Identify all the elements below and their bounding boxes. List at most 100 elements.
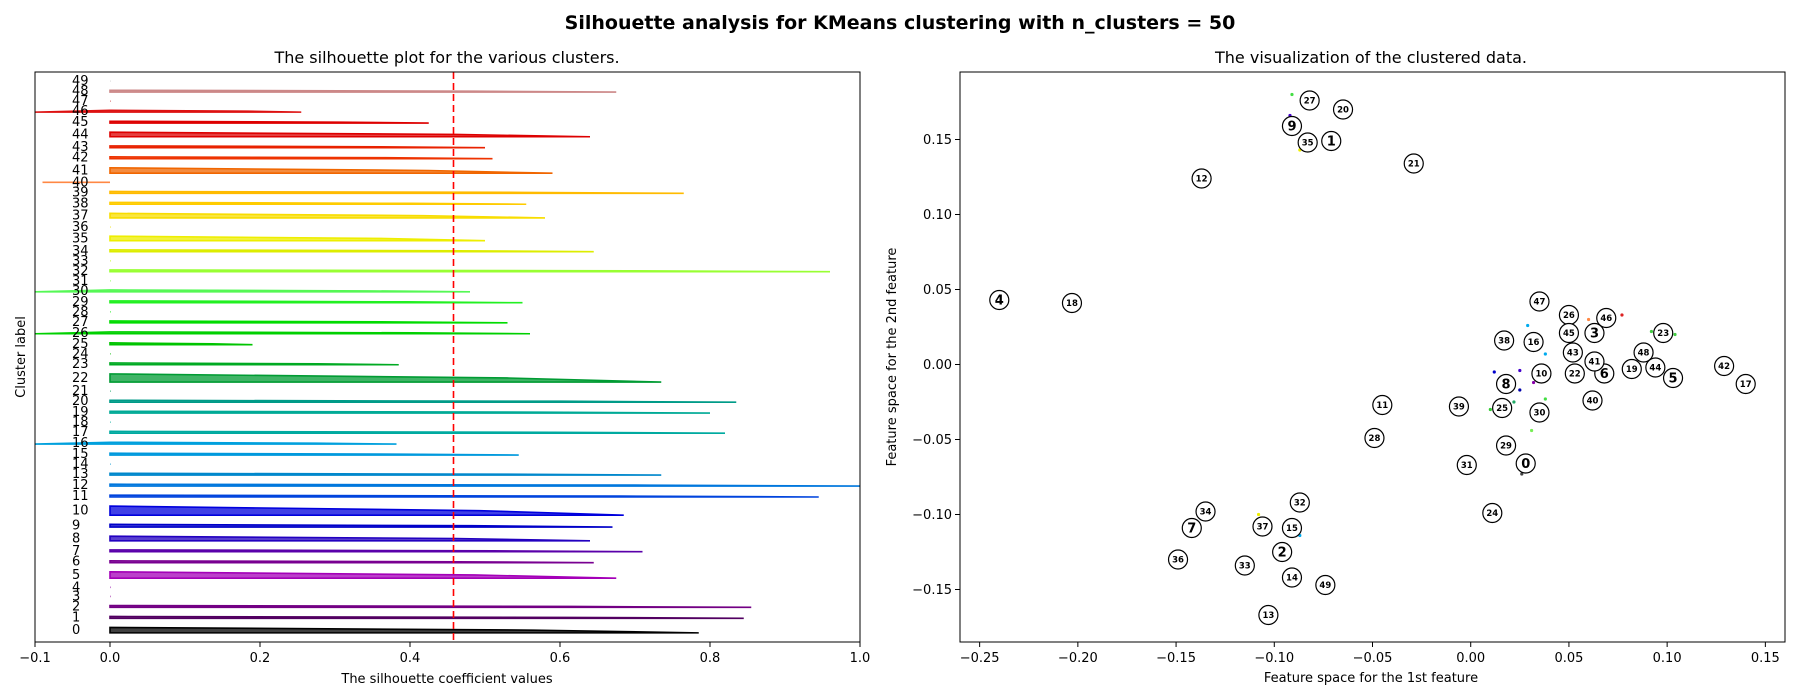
- cluster-center-label: 15: [1286, 524, 1298, 534]
- cluster-center-label: 2: [1278, 546, 1287, 561]
- cluster-center-19: 19: [1621, 358, 1642, 380]
- cluster-center-2: 2: [1272, 541, 1293, 563]
- cluster-center-44: 44: [1645, 357, 1666, 378]
- cluster-label-4: 4: [72, 580, 80, 595]
- cluster-label-28: 28: [72, 305, 89, 320]
- cluster-center-41: 41: [1584, 351, 1605, 372]
- cluster-center-marker: [989, 289, 1010, 311]
- silhouette-band-cluster-9: [109, 523, 613, 528]
- silhouette-x-tick-label: 0.4: [400, 651, 421, 666]
- cluster-center-marker: [1299, 90, 1320, 111]
- cluster-center-marker: [1714, 355, 1735, 377]
- silhouette-band-cluster-42: [109, 156, 493, 160]
- cluster-center-label: 13: [1262, 611, 1274, 621]
- data-point: [1543, 352, 1547, 356]
- silhouette-band-cluster-1: [109, 615, 744, 620]
- cluster-center-label: 35: [1302, 139, 1314, 149]
- cluster-center-marker: [1321, 130, 1342, 152]
- cluster-center-32: 32: [1289, 492, 1310, 513]
- cluster-center-26: 26: [1558, 304, 1580, 326]
- cluster-center-label: 29: [1500, 442, 1512, 452]
- cluster-label-38: 38: [72, 196, 89, 211]
- cluster-label-14: 14: [72, 457, 89, 472]
- cluster-center-28: 28: [1364, 427, 1385, 449]
- cluster-center-38: 38: [1494, 330, 1515, 351]
- scatter-y-tick-label: 0.00: [923, 358, 952, 373]
- cluster-center-label: 32: [1294, 499, 1306, 509]
- cluster-center-5: 5: [1662, 367, 1684, 389]
- silhouette-plot: The silhouette plot for the various clus…: [14, 48, 870, 687]
- cluster-center-marker: [1495, 435, 1517, 456]
- cluster-center-9: 9: [1281, 115, 1303, 137]
- silhouette-x-tick-label: 0.6: [550, 651, 571, 666]
- silhouette-band-cluster-7: [109, 549, 643, 553]
- cluster-center-label: 36: [1172, 556, 1184, 566]
- cluster-center-marker: [1403, 153, 1424, 174]
- cluster-label-16: 16: [72, 436, 89, 451]
- scatter-x-tick-label: −0.05: [1353, 651, 1393, 666]
- cluster-label-3: 3: [72, 589, 80, 604]
- data-point: [1530, 428, 1534, 433]
- scatter-x-tick-label: 0.10: [1653, 651, 1682, 666]
- cluster-label-47: 47: [72, 94, 89, 109]
- cluster-center-marker: [1564, 363, 1585, 384]
- data-point: [1543, 397, 1547, 401]
- cluster-center-label: 7: [1187, 522, 1196, 537]
- cluster-center-label: 24: [1486, 509, 1498, 519]
- cluster-scatter-plot: The visualization of the clustered data.…: [885, 48, 1786, 686]
- cluster-label-26: 26: [72, 326, 89, 341]
- figure-title: Silhouette analysis for KMeans clusterin…: [565, 12, 1236, 34]
- cluster-center-46: 46: [1596, 307, 1617, 329]
- cluster-center-label: 19: [1626, 365, 1638, 375]
- cluster-label-46: 46: [72, 104, 89, 119]
- cluster-center-18: 18: [1061, 292, 1083, 314]
- cluster-center-39: 39: [1448, 396, 1470, 417]
- silhouette-band-cluster-16: [34, 441, 397, 445]
- cluster-center-label: 34: [1200, 508, 1212, 518]
- cluster-label-31: 31: [72, 274, 89, 289]
- cluster-center-label: 48: [1638, 349, 1650, 359]
- scatter-y-tick-label: 0.15: [923, 133, 952, 148]
- cluster-center-label: 46: [1600, 314, 1612, 324]
- cluster-label-5: 5: [72, 568, 80, 583]
- cluster-center-marker: [1252, 516, 1273, 537]
- silhouette-band-cluster-39: [109, 190, 684, 195]
- cluster-center-marker: [1448, 396, 1470, 417]
- silhouette-band-cluster-2: [109, 604, 752, 609]
- silhouette-band-cluster-6: [109, 560, 594, 564]
- silhouette-band-cluster-22: [109, 373, 662, 383]
- data-point: [1518, 388, 1522, 392]
- cluster-label-32: 32: [72, 264, 89, 279]
- silhouette-band-cluster-0: [109, 626, 699, 634]
- cluster-center-47: 47: [1529, 291, 1550, 312]
- cluster-center-marker: [1523, 331, 1544, 353]
- data-point: [1526, 323, 1530, 328]
- cluster-center-label: 25: [1496, 404, 1508, 414]
- cluster-center-27: 27: [1299, 90, 1320, 111]
- data-point: [1290, 92, 1294, 97]
- silhouette-band-cluster-37: [109, 212, 546, 219]
- cluster-center-marker: [1653, 322, 1674, 344]
- data-point: [1256, 512, 1261, 517]
- cluster-center-label: 39: [1453, 403, 1465, 413]
- cluster-center-label: 1: [1327, 135, 1336, 150]
- silhouette-band-cluster-43: [109, 145, 486, 149]
- cluster-center-49: 49: [1315, 574, 1336, 596]
- scatter-plot-title: The visualization of the clustered data.: [1214, 48, 1527, 67]
- cluster-label-36: 36: [72, 220, 89, 235]
- cluster-label-29: 29: [72, 295, 89, 310]
- cluster-center-17: 17: [1735, 373, 1756, 395]
- cluster-center-marker: [1456, 454, 1477, 476]
- cluster-label-12: 12: [72, 478, 89, 493]
- silhouette-band-cluster-27: [109, 320, 508, 324]
- cluster-center-marker: [1482, 502, 1503, 524]
- cluster-label-19: 19: [72, 405, 89, 420]
- cluster-label-49: 49: [72, 74, 89, 89]
- cluster-center-marker: [1061, 292, 1083, 314]
- cluster-label-30: 30: [72, 284, 89, 299]
- cluster-center-48: 48: [1633, 342, 1654, 363]
- cluster-center-marker: [1633, 342, 1654, 363]
- cluster-center-label: 5: [1669, 372, 1678, 387]
- silhouette-x-axis-label: The silhouette coefficient values: [340, 672, 552, 687]
